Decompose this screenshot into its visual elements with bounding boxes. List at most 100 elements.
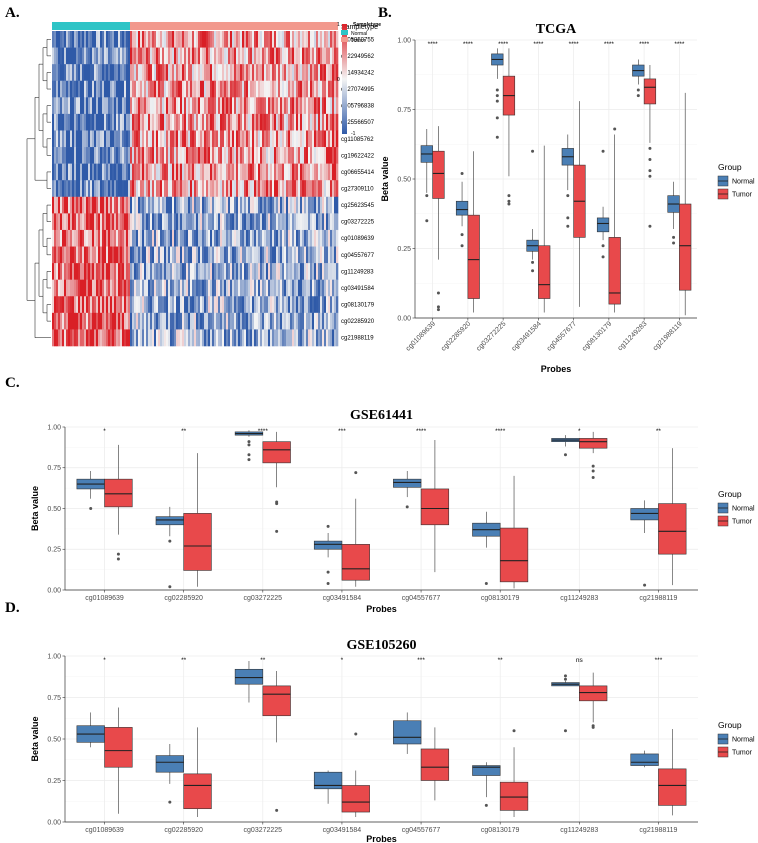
heatmap-cell [202, 196, 205, 214]
heatmap-cell [156, 329, 159, 347]
heatmap-cell [282, 279, 285, 297]
heatmap-cell [142, 47, 145, 65]
heatmap-cell [266, 196, 269, 214]
heatmap-cell [208, 329, 211, 347]
heatmap-cell [296, 130, 299, 148]
heatmap-cell [124, 147, 127, 164]
heatmap-cell [58, 163, 61, 181]
heatmap-cell [212, 329, 215, 347]
heatmap-cell [148, 80, 151, 98]
heatmap-cell [106, 229, 109, 247]
heatmap-cell [152, 64, 155, 82]
heatmap-cell [190, 147, 193, 164]
heatmap-cell [170, 47, 173, 65]
heatmap-cell [286, 97, 289, 115]
heatmap-cell [110, 113, 113, 131]
heatmap-cell [84, 130, 87, 148]
outlier-point [405, 505, 409, 509]
heatmap-cell [304, 113, 307, 131]
heatmap-cell [256, 80, 259, 98]
heatmap-cell [108, 130, 111, 148]
heatmap-cell [264, 163, 267, 181]
heatmap-cell [126, 229, 129, 247]
box-tumor [104, 727, 133, 768]
heatmap-cell [196, 64, 199, 82]
heatmap-cell [312, 31, 315, 48]
heatmap-cell [82, 296, 85, 314]
heatmap-cell [266, 246, 269, 264]
heatmap-cell [142, 296, 145, 314]
heatmap-cell [262, 163, 265, 181]
heatmap-cell [142, 130, 145, 148]
heatmap-cell [170, 64, 173, 82]
heatmap-cell [76, 279, 79, 297]
heatmap-cell [286, 263, 289, 280]
heatmap-cell [228, 80, 231, 98]
y-tick-label: 0.00 [47, 587, 61, 594]
heatmap-cell [266, 213, 269, 231]
heatmap-cell [100, 64, 103, 82]
heatmap-cell [160, 113, 163, 131]
heatmap-cell [258, 196, 261, 214]
heatmap-cell [234, 47, 237, 65]
heatmap-cell [132, 279, 135, 297]
heatmap-cell [202, 329, 205, 347]
legend-tumor-swatch [341, 37, 348, 42]
heatmap-cell [302, 113, 305, 131]
heatmap-cell [188, 229, 191, 247]
heatmap-cell [52, 312, 55, 330]
heatmap-cell [156, 213, 159, 231]
heatmap-cell [82, 229, 85, 247]
heatmap-cell [82, 147, 85, 164]
heatmap-cell [280, 113, 283, 131]
heatmap-cell [264, 180, 267, 198]
heatmap-cell [254, 229, 257, 247]
heatmap-cell [288, 279, 291, 297]
heatmap-cell [98, 246, 101, 264]
heatmap-cell [306, 64, 309, 82]
heatmap-cell [184, 213, 187, 231]
heatmap-cell [118, 279, 121, 297]
heatmap-cell [54, 263, 57, 280]
heatmap-cell [148, 279, 151, 297]
heatmap-cell [226, 130, 229, 148]
heatmap-cell [104, 113, 107, 131]
heatmap-cell [134, 130, 137, 148]
heatmap-cell [292, 246, 295, 264]
heatmap-cell [290, 213, 293, 231]
heatmap-cell [254, 163, 257, 181]
heatmap-cell [328, 329, 331, 347]
heatmap-cell [244, 329, 247, 347]
heatmap-cell [132, 263, 135, 280]
heatmap-cell [172, 113, 175, 131]
heatmap-cell [120, 213, 123, 231]
heatmap-cell [298, 31, 301, 48]
heatmap-cell [70, 80, 73, 98]
heatmap-cell [276, 147, 279, 164]
heatmap-cell [278, 296, 281, 314]
heatmap-cell [172, 64, 175, 82]
heatmap-cell [280, 229, 283, 247]
heatmap-cell [190, 263, 193, 280]
outlier-point [354, 471, 358, 475]
heatmap-cell [180, 130, 183, 148]
heatmap-cell [214, 64, 217, 82]
heatmap-cell [144, 196, 147, 214]
heatmap-cell [166, 229, 169, 247]
heatmap-cell [186, 213, 189, 231]
heatmap-cell [288, 47, 291, 65]
heatmap-cell [218, 113, 221, 131]
heatmap-cell [108, 213, 111, 231]
heatmap-cell [266, 229, 269, 247]
heatmap-cell [156, 229, 159, 247]
heatmap-cell [212, 97, 215, 115]
heatmap-cell [318, 213, 321, 231]
heatmap-cell [244, 47, 247, 65]
heatmap-cell [230, 329, 233, 347]
heatmap-cell [244, 163, 247, 181]
heatmap-cell [260, 246, 263, 264]
heatmap-cell [230, 64, 233, 82]
legend-title: Group [718, 720, 742, 730]
heatmap-cell [334, 163, 337, 181]
heatmap-cell [314, 296, 317, 314]
